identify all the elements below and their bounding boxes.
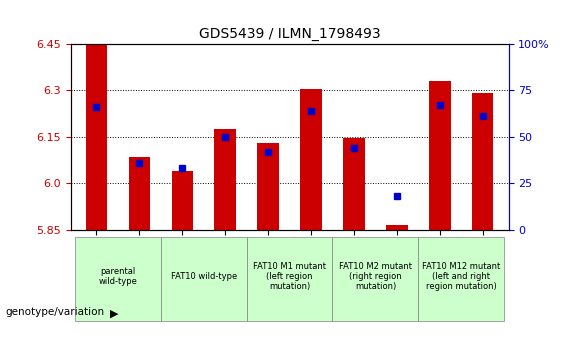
Bar [86, 44, 107, 230]
FancyBboxPatch shape [247, 237, 332, 321]
FancyBboxPatch shape [418, 237, 504, 321]
Bar [215, 129, 236, 230]
FancyBboxPatch shape [161, 237, 247, 321]
Text: FAT10 M12 mutant
(left and right
region mutation): FAT10 M12 mutant (left and right region … [422, 262, 501, 291]
Bar [258, 143, 279, 230]
Text: FAT10 M2 mutant
(right region
mutation): FAT10 M2 mutant (right region mutation) [339, 262, 412, 291]
Bar [429, 81, 450, 230]
Bar [472, 93, 493, 230]
Bar [129, 157, 150, 230]
FancyBboxPatch shape [332, 237, 418, 321]
Title: GDS5439 / ILMN_1798493: GDS5439 / ILMN_1798493 [199, 27, 380, 41]
Text: FAT10 wild-type: FAT10 wild-type [171, 272, 237, 281]
Text: genotype/variation: genotype/variation [6, 307, 105, 317]
Bar [300, 89, 321, 230]
FancyBboxPatch shape [75, 237, 161, 321]
Text: parental
wild-type: parental wild-type [98, 267, 137, 286]
Bar [343, 138, 364, 230]
Bar [386, 225, 407, 230]
Text: ▶: ▶ [110, 309, 119, 319]
Text: FAT10 M1 mutant
(left region
mutation): FAT10 M1 mutant (left region mutation) [253, 262, 326, 291]
Bar [172, 171, 193, 230]
